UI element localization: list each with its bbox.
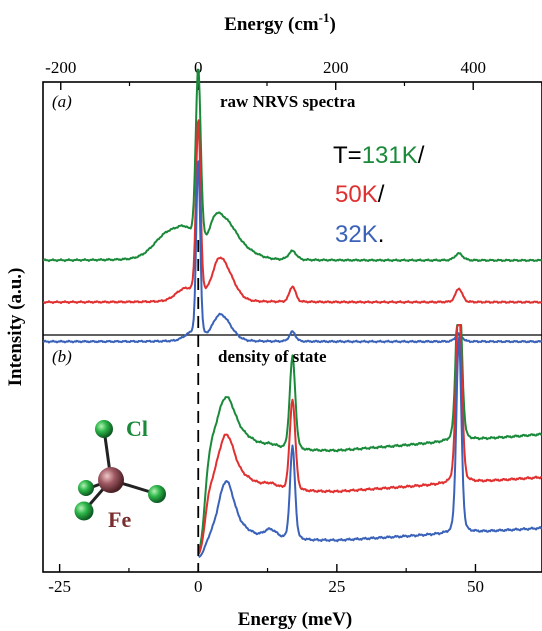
top-axis-title-main: Energy (cm: [224, 14, 319, 35]
top-axis-title-end: ): [329, 14, 335, 35]
temperature-50k: 50K: [335, 181, 378, 208]
cl-atom-right: [148, 485, 166, 503]
temperature-50k-suffix: /: [378, 181, 385, 208]
panel-b-curves: [197, 324, 542, 559]
top-tick-label: 400: [460, 58, 486, 77]
bottom-tick-label: -25: [48, 577, 71, 596]
bottom-axis-ticks: -25 0 25 50: [48, 564, 484, 596]
bottom-tick-label: 0: [194, 577, 203, 596]
panel-b-series-line: [197, 324, 542, 552]
cl-label: Cl: [126, 416, 148, 441]
temperature-legend-line-3: 32K.: [335, 221, 384, 248]
panel-b-series-line: [198, 335, 542, 559]
panel-a-series-line: [42, 119, 542, 304]
panel-b-series-line: [197, 324, 542, 555]
top-axis-title-sup: -1: [319, 10, 330, 25]
fe-label: Fe: [108, 507, 131, 532]
temperature-131k: 131K: [362, 142, 418, 169]
temperature-prefix: T=: [333, 142, 362, 169]
temperature-legend-line-2: 50K/: [335, 181, 385, 208]
panel-a-title: raw NRVS spectra: [220, 92, 356, 111]
fe-atom: [98, 467, 124, 493]
panel-a-curves: [42, 68, 542, 344]
y-axis-title: Intensity (a.u.): [5, 268, 26, 387]
temperature-32k-suffix: .: [378, 221, 385, 248]
cl-atom-top: [95, 420, 113, 438]
top-axis-title: Energy (cm-1): [224, 10, 336, 35]
top-tick-label: 200: [323, 58, 349, 77]
panel-b-label: (b): [52, 347, 72, 366]
cl-atom-left: [78, 480, 94, 496]
cl-atom-bottom: [74, 501, 94, 521]
top-tick-label: 0: [194, 58, 203, 77]
fecl4-molecule-illustration: Cl Fe: [74, 416, 166, 532]
panel-a-series-line: [42, 68, 542, 263]
panel-a-label: (a): [52, 92, 72, 111]
bottom-tick-label: 50: [467, 577, 484, 596]
panel-b-title: density of state: [218, 347, 327, 366]
plot-frame: [42, 81, 542, 573]
temperature-131k-suffix: /: [418, 142, 425, 169]
temperature-legend-line-1: T=131K/: [333, 142, 425, 169]
bottom-axis-title: Energy (meV): [238, 609, 353, 630]
panel-a-series-line: [42, 160, 542, 344]
top-tick-label: -200: [45, 58, 76, 77]
temperature-32k: 32K: [335, 221, 378, 248]
bottom-tick-label: 25: [328, 577, 345, 596]
top-axis-ticks: -200 0 200 400: [45, 58, 542, 90]
